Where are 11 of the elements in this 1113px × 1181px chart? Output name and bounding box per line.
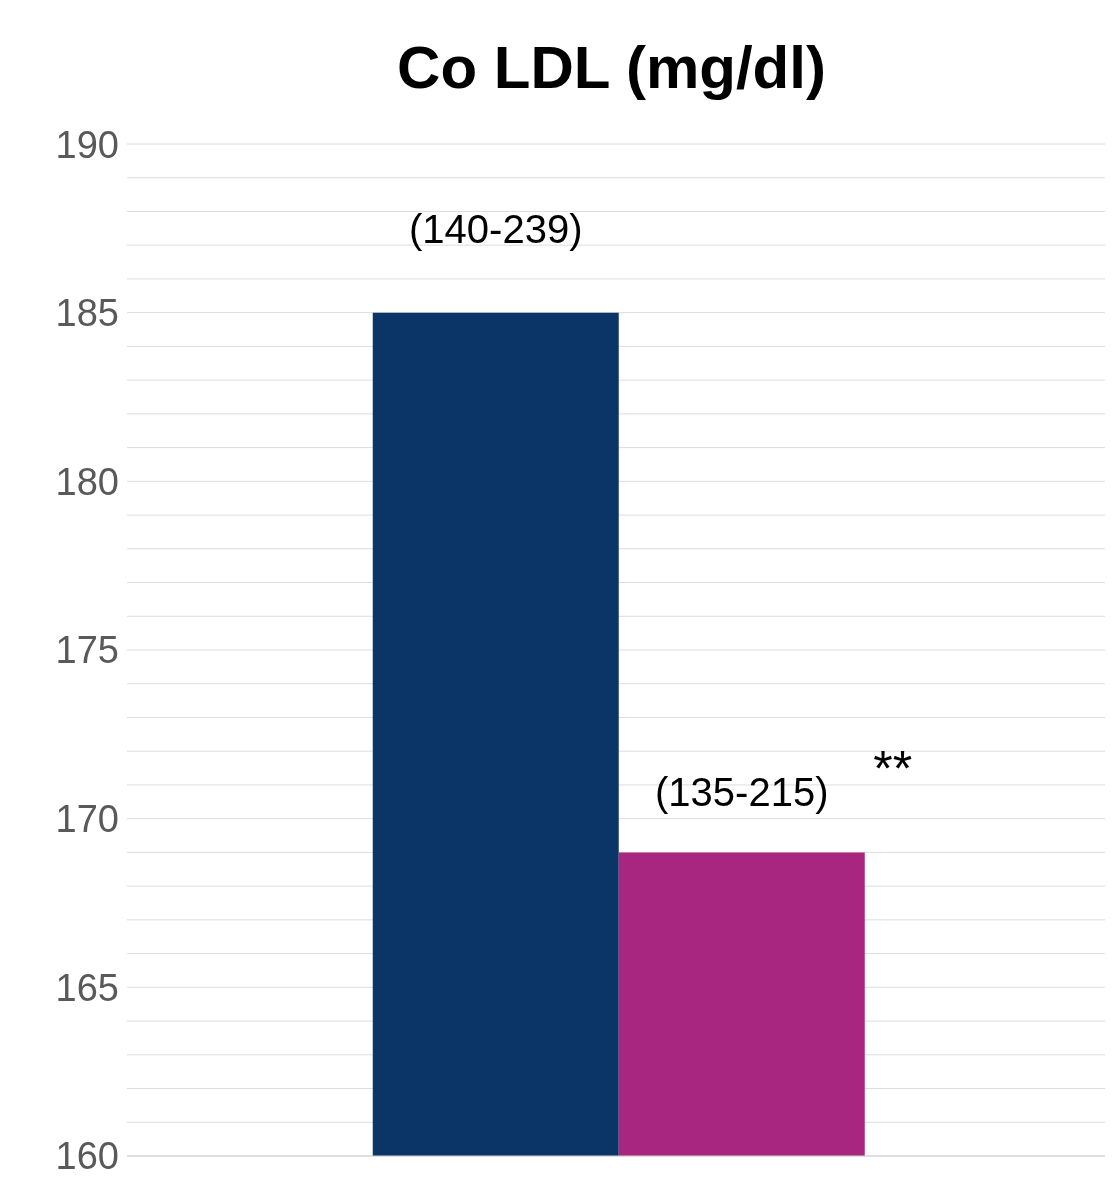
y-tick-label: 185 xyxy=(55,292,119,335)
data-label: (140-239) xyxy=(409,206,583,251)
y-tick-label: 170 xyxy=(55,798,119,841)
y-tick-label: 165 xyxy=(55,966,119,1009)
y-tick-label: 160 xyxy=(55,1135,119,1178)
chart-title: Co LDL (mg/dl) xyxy=(397,34,826,101)
data-label: (135-215) xyxy=(655,770,829,815)
annotation: ** xyxy=(873,741,913,798)
y-tick-label: 175 xyxy=(55,629,119,672)
y-tick-label: 190 xyxy=(55,123,119,166)
y-tick-label: 180 xyxy=(55,460,119,503)
